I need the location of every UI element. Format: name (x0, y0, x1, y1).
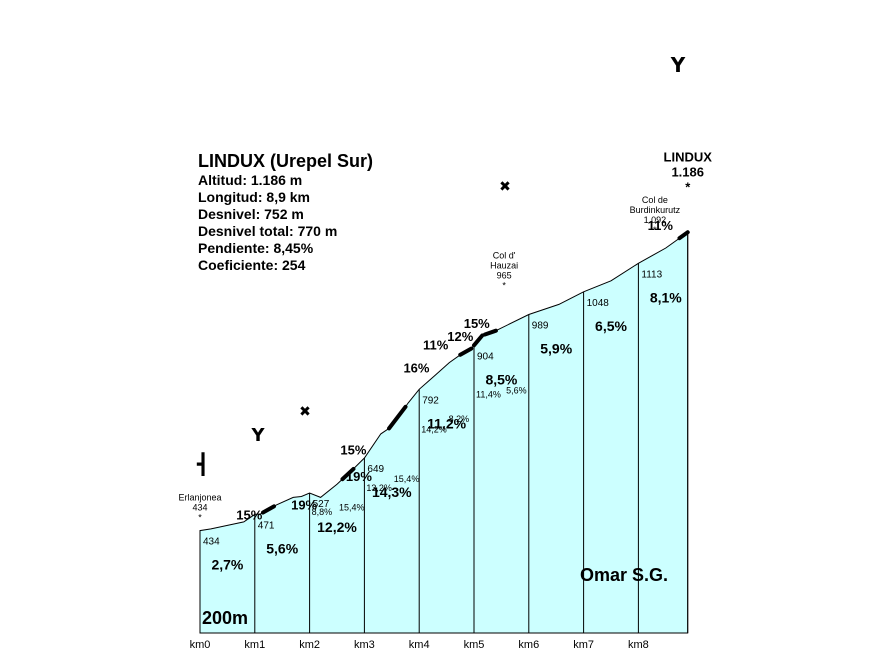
sub-gradient-label: 8,8% (312, 507, 333, 517)
pass-marker-icon: Y (250, 425, 265, 446)
sub-gradient-label: 15,4% (339, 503, 365, 513)
max-gradient-label: 11% (648, 218, 674, 233)
pass-label: LINDUX (664, 150, 713, 165)
max-gradient-label: 12% (447, 329, 473, 344)
max-gradient-label: 11% (423, 338, 449, 353)
steep-section (482, 328, 498, 337)
max-gradient-label: 15% (236, 507, 262, 522)
author-label: Omar S.G. (580, 565, 668, 585)
stat-coefficient: Coeficiente: 254 (198, 257, 306, 273)
km-altitude-label: 434 (203, 537, 220, 548)
steep-section (340, 466, 356, 482)
steep-section (458, 346, 474, 357)
sub-gradient-label: 11,4% (476, 390, 501, 400)
stat-total-elevation-gain: Desnivel total: 770 m (198, 223, 338, 239)
sub-gradient-label: 15,4% (394, 474, 420, 484)
pass-label: 1.186 (671, 165, 704, 180)
pass-label: Col de (642, 195, 668, 205)
steep-section (677, 230, 690, 241)
max-gradient-label: 19% (346, 469, 372, 484)
climb-info-panel: LINDUX (Urepel Sur) Altitud: 1.186 m Lon… (198, 150, 373, 274)
max-gradient-label: 15% (464, 316, 490, 331)
km-label: km3 (354, 639, 375, 651)
pass-label: * (653, 225, 657, 235)
km-altitude-label: 792 (422, 395, 439, 406)
pass-label: * (198, 513, 202, 523)
steep-section (387, 404, 408, 431)
km-altitude-label: 1048 (587, 298, 610, 309)
sub-gradient-label: 5,6% (506, 385, 527, 395)
pass-marker-icon: Y (670, 53, 686, 77)
chart-title: LINDUX (Urepel Sur) (198, 151, 374, 171)
km-label: km2 (299, 639, 320, 651)
pass-marker-icon: ✖ (299, 404, 311, 420)
km-label: km5 (464, 639, 485, 651)
km-label: km4 (409, 639, 430, 651)
max-gradient-label: 19% (291, 498, 317, 513)
km-label: km8 (628, 639, 649, 651)
max-gradient-label: 15% (340, 443, 366, 458)
km-label: km0 (190, 639, 211, 651)
pass-label: Erlanjonea (178, 493, 221, 503)
pass-label: Col d' (493, 250, 516, 260)
segment-gradient-label: 2,7% (211, 557, 243, 573)
scale-label: 200m (202, 608, 248, 628)
segment-gradient-label: 14,3% (372, 484, 412, 500)
sub-gradient-label: 14,2% (421, 425, 447, 435)
km-label: km6 (518, 639, 539, 651)
segment-gradient-label: 6,5% (595, 318, 627, 334)
segment-gradient-label: 5,9% (540, 341, 572, 357)
steep-section (261, 504, 276, 515)
segment-gradient-label: 12,2% (317, 519, 357, 535)
km-altitude-label: 1113 (641, 269, 662, 280)
stat-altitude: Altitud: 1.186 m (198, 172, 303, 188)
pass-label: 1.092 (644, 215, 667, 225)
pass-label: 434 (192, 503, 207, 513)
pass-label: Burdinkurutz (630, 205, 681, 215)
pass-label: Hauzai (490, 260, 518, 270)
pass-label: * (685, 180, 691, 195)
stat-elevation-gain: Desnivel: 752 m (198, 206, 304, 222)
pass-label: * (502, 280, 506, 290)
pass-label: 965 (497, 270, 512, 280)
km-label: km1 (244, 639, 265, 651)
segment-gradient-label: 8,5% (485, 371, 517, 387)
segment-gradient-label: 8,1% (650, 289, 682, 305)
segment-gradient-label: 5,6% (266, 540, 298, 556)
stat-length: Longitud: 8,9 km (198, 189, 310, 205)
sub-gradient-label: 13,2% (366, 483, 392, 493)
max-gradient-label: 16% (403, 361, 429, 376)
segment-gradient-label: 11,2% (427, 415, 466, 431)
km-altitude-label: 989 (532, 321, 549, 332)
pass-marker-icon: ✖ (499, 179, 511, 195)
km-altitude-label: 649 (367, 464, 384, 475)
stat-average-gradient: Pendiente: 8,45% (198, 240, 314, 256)
km-altitude-label: 527 (313, 499, 330, 510)
km-altitude-label: 904 (477, 351, 494, 362)
km-altitude-label: 471 (258, 520, 275, 531)
steep-section (472, 333, 485, 348)
sub-gradient-label: 8,2% (449, 414, 470, 424)
km-label: km7 (573, 639, 594, 651)
pass-marker-icon: ┫ (197, 452, 209, 476)
